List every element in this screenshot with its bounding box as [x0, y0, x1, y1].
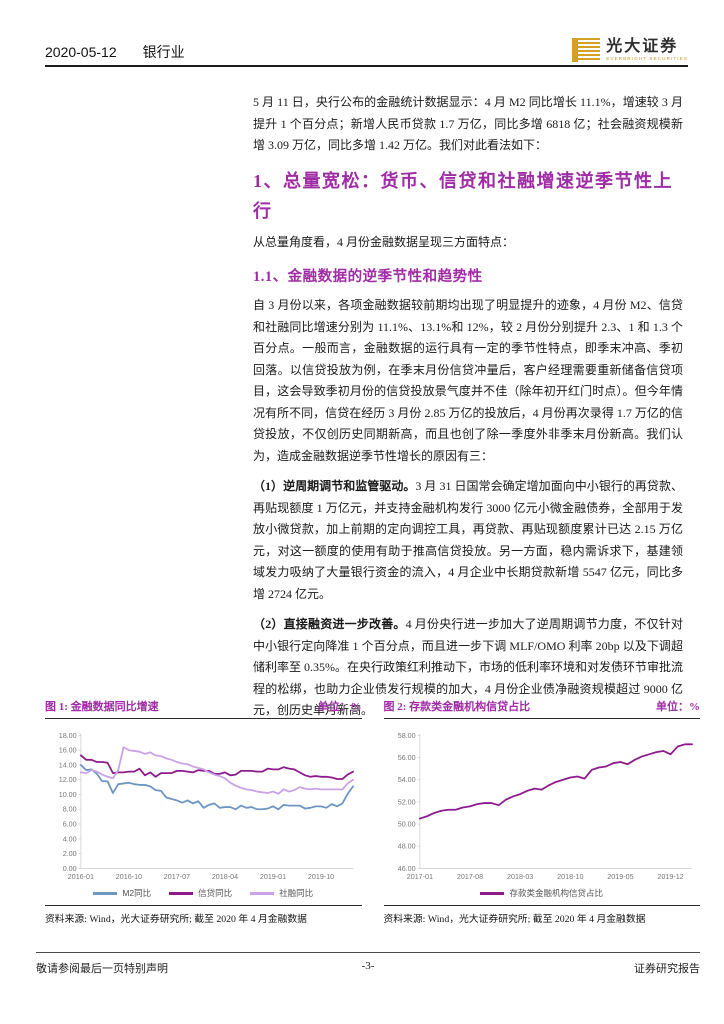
- paragraph-analysis: 自 3 月份以来，各项金融数据较前期均出现了明显提升的迹象，4 月份 M2、信贷…: [253, 298, 683, 463]
- svg-text:54.00: 54.00: [397, 776, 415, 784]
- section-1-heading: 1、总量宽松：货币、信贷和社融增速逆季节性上行: [253, 170, 673, 221]
- brand-name-en: EVERBRIGHT SECURITIES: [606, 55, 688, 61]
- svg-text:2019-10: 2019-10: [308, 873, 334, 881]
- figure-1-caption: 图 1: 金融数据同比增速: [45, 701, 159, 713]
- paragraph-intro: 5 月 11 日，央行公布的金融统计数据显示：4 月 M2 同比增长 11.1%…: [253, 95, 683, 152]
- svg-text:58.00: 58.00: [397, 732, 415, 740]
- paragraph-reason-2: （2）直接融资进一步改善。4 月份央行进一步加大了逆周期调节力度，不仅针对中小银…: [253, 614, 683, 722]
- legend-label: 信贷同比: [198, 888, 233, 899]
- line-chart-financial-growth: 0.00 2.00 4.00 6.00 8.00 10.00 12.00 14.00 16.00…: [59, 732, 354, 881]
- legend-item: 信贷同比: [169, 887, 232, 899]
- figure-1: 图 1: 金融数据同比增速 单位：% 0.00 2.00 4.00 6.00 8.00 1…: [45, 698, 362, 925]
- header-meta: 2020-05-12 银行业: [45, 42, 185, 62]
- legend-swatch-icon: [169, 892, 194, 895]
- line-chart-credit-share: 46.00 48.00 50.00 52.00 54.00 56.00 58.00 2017-…: [397, 732, 693, 881]
- legend-swatch-icon: [250, 892, 275, 895]
- figures-row: 图 1: 金融数据同比增速 单位：% 0.00 2.00 4.00 6.00 8.00 1…: [45, 698, 700, 925]
- svg-text:4.00: 4.00: [63, 835, 77, 843]
- brand-name-cn: 光大证券: [606, 37, 679, 55]
- svg-text:50.00: 50.00: [397, 820, 415, 828]
- legend-item: 存款类金融机构信贷占比: [480, 887, 603, 899]
- figure-1-source: 资料来源: Wind，光大证券研究所; 截至 2020 年 4 月金融数据: [45, 905, 362, 925]
- svg-text:14.00: 14.00: [59, 761, 77, 769]
- figure-2-header: 图 2: 存款类金融机构信贷占比 单位：%: [383, 698, 700, 719]
- figure-2-unit: 单位：%: [656, 701, 700, 713]
- svg-text:6.00: 6.00: [63, 820, 77, 828]
- industry-label: 银行业: [142, 44, 185, 60]
- report-date: 2020-05-12: [45, 44, 117, 60]
- figure-1-legend: M2同比 信贷同比 社融同比: [45, 887, 362, 899]
- svg-text:18.00: 18.00: [59, 732, 77, 740]
- svg-text:2018-03: 2018-03: [507, 873, 533, 881]
- reason-2-lead: （2）直接融资进一步改善。: [253, 617, 406, 631]
- legend-item: 社融同比: [250, 887, 313, 899]
- figure-1-chart: 0.00 2.00 4.00 6.00 8.00 10.00 12.00 14.00 16.00…: [45, 719, 362, 899]
- svg-text:2016-01: 2016-01: [68, 873, 94, 881]
- legend-label: 存款类金融机构信贷占比: [509, 888, 603, 899]
- legend-swatch-icon: [93, 892, 118, 895]
- figure-2: 图 2: 存款类金融机构信贷占比 单位：% 46.00 48.00 50.00 52.…: [383, 698, 701, 925]
- brand-logo: 光大证券 EVERBRIGHT SECURITIES: [572, 38, 688, 62]
- legend-swatch-icon: [480, 892, 505, 895]
- figure-2-chart: 46.00 48.00 50.00 52.00 54.00 56.00 58.00 2017-…: [384, 719, 701, 899]
- svg-text:2017-07: 2017-07: [164, 873, 190, 881]
- svg-text:0.00: 0.00: [63, 865, 77, 873]
- page-number: -3-: [361, 960, 375, 972]
- svg-text:2019-12: 2019-12: [657, 873, 683, 881]
- paragraph-overview: 从总量角度看，4 月份金融数据呈现三方面特点：: [253, 234, 515, 249]
- svg-text:2.00: 2.00: [63, 850, 77, 858]
- svg-text:2019-05: 2019-05: [607, 873, 633, 881]
- legend-item: M2同比: [93, 887, 151, 899]
- svg-text:56.00: 56.00: [397, 754, 415, 762]
- reason-1-lead: （1）逆周期调节和监管驱动。: [253, 479, 416, 493]
- svg-text:2017-01: 2017-01: [406, 873, 432, 881]
- svg-text:48.00: 48.00: [397, 843, 415, 851]
- svg-text:8.00: 8.00: [63, 806, 77, 814]
- reason-2-text: 4 月份央行进一步加大了逆周期调节力度，不仅针对中小银行定向降准 1 个百分点，…: [253, 617, 683, 717]
- footer-disclaimer: 敬请参阅最后一页特别声明: [36, 963, 168, 975]
- svg-text:46.00: 46.00: [397, 865, 415, 873]
- svg-text:2018-04: 2018-04: [212, 873, 238, 881]
- brand-text: 光大证券 EVERBRIGHT SECURITIES: [606, 37, 688, 62]
- page-footer: -3- 敬请参阅最后一页特别声明 证券研究报告: [36, 952, 700, 976]
- report-header: 2020-05-12 银行业 光大证券 EVERBRIGHT SECURITIES: [45, 38, 688, 67]
- paragraph-reason-1: （1）逆周期调节和监管驱动。3 月 31 日国常会确定增加面向中小银行的再贷款、…: [253, 476, 683, 605]
- figure-2-source: 资料来源: Wind，光大证券研究所; 截至 2020 年 4 月金融数据: [383, 905, 700, 925]
- legend-label: 社融同比: [279, 888, 314, 899]
- figure-1-unit: 单位：%: [317, 701, 362, 713]
- section-1-1-heading: 1.1、金融数据的逆季节性和趋势性: [253, 269, 483, 285]
- svg-text:12.00: 12.00: [59, 776, 77, 784]
- svg-text:52.00: 52.00: [397, 798, 415, 806]
- everbright-logo-icon: [572, 38, 601, 62]
- footer-report-type: 证券研究报告: [634, 963, 700, 975]
- svg-text:2016-10: 2016-10: [116, 873, 142, 881]
- svg-text:2017-08: 2017-08: [456, 873, 482, 881]
- legend-label: M2同比: [122, 888, 152, 899]
- body-column: 5 月 11 日，央行公布的金融统计数据显示：4 月 M2 同比增长 11.1%…: [253, 92, 683, 731]
- svg-text:16.00: 16.00: [59, 747, 77, 755]
- figure-2-caption: 图 2: 存款类金融机构信贷占比: [383, 701, 531, 713]
- reason-1-text: 3 月 31 日国常会确定增加面向中小银行的再贷款、再贴现额度 1 万亿元，并支…: [253, 479, 683, 601]
- svg-text:10.00: 10.00: [59, 791, 77, 799]
- figure-2-legend: 存款类金融机构信贷占比: [384, 887, 701, 899]
- svg-text:2019-01: 2019-01: [260, 873, 286, 881]
- svg-text:2018-10: 2018-10: [557, 873, 583, 881]
- figure-1-header: 图 1: 金融数据同比增速 单位：%: [45, 698, 362, 719]
